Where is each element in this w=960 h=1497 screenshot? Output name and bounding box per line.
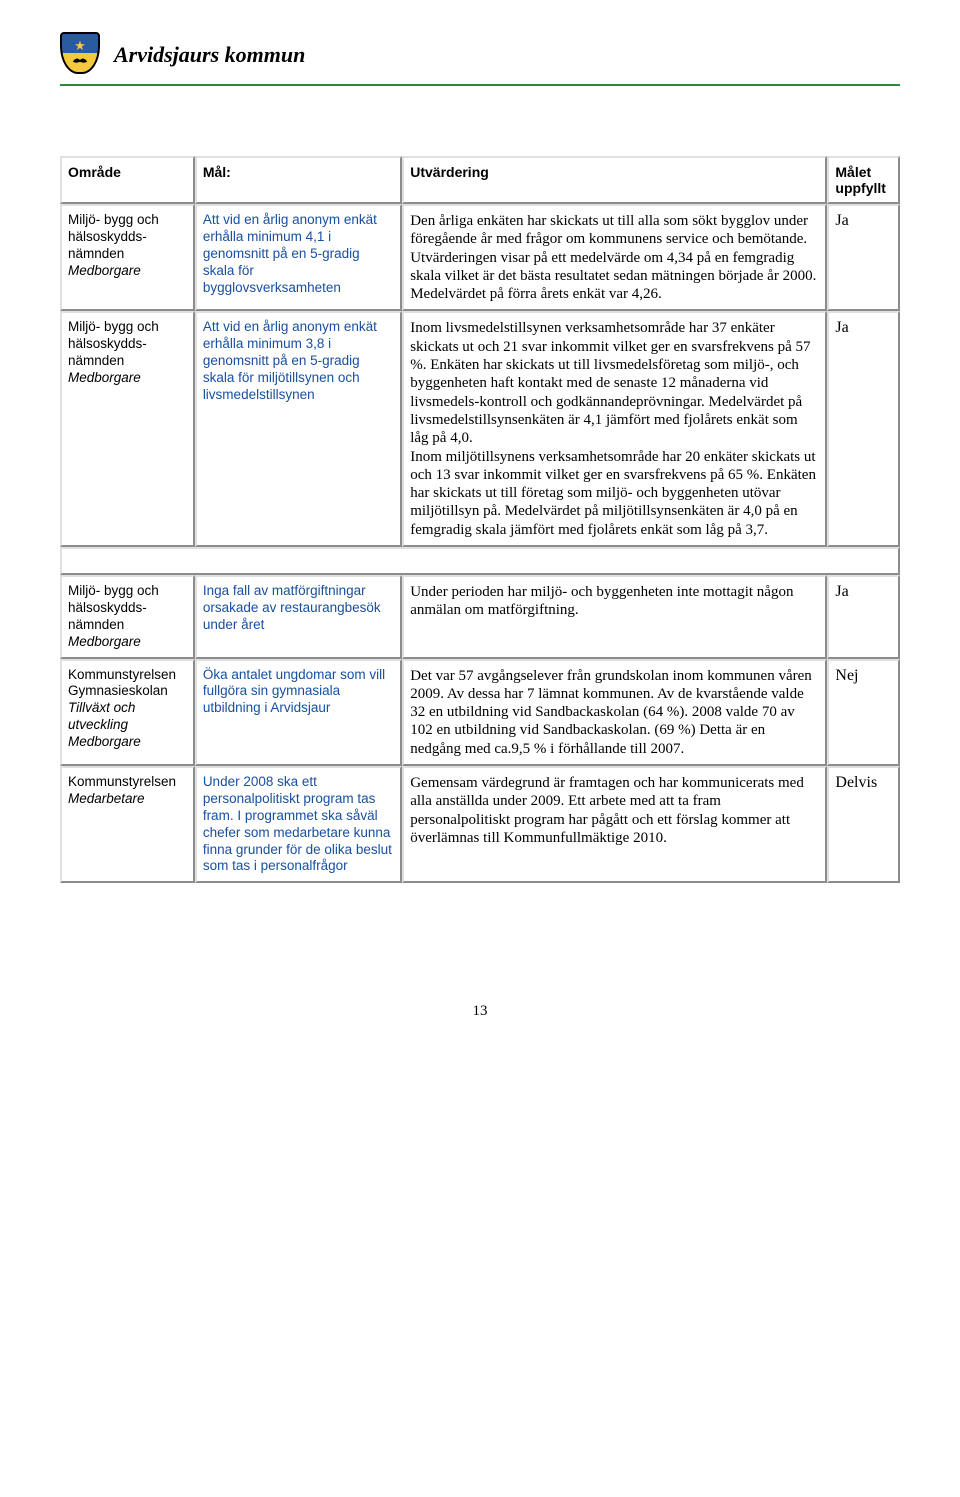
area-sub: Medborgare	[68, 370, 141, 385]
eval-cell: Det var 57 avgångselever från grundskola…	[402, 659, 827, 766]
table-row: Kommunstyrelsen Gymnasieskolan Tillväxt …	[60, 659, 900, 766]
area-main: Miljö- bygg och hälsoskydds-nämnden	[68, 319, 159, 368]
area-sub: Medborgare	[68, 263, 141, 278]
area-cell: Miljö- bygg och hälsoskydds-nämnden Medb…	[60, 204, 195, 311]
header-omrade: Område	[60, 156, 195, 204]
municipal-crest-icon: ★	[60, 32, 104, 78]
table-row: Kommunstyrelsen Medarbetare Under 2008 s…	[60, 766, 900, 883]
table-row: Miljö- bygg och hälsoskydds-nämnden Medb…	[60, 575, 900, 659]
table-row: Miljö- bygg och hälsoskydds-nämnden Medb…	[60, 311, 900, 547]
area-main: Kommunstyrelsen Gymnasieskolan	[68, 667, 176, 699]
eval-cell: Inom livsmedelstillsynen verksamhetsområ…	[402, 311, 827, 547]
eval-cell: Under perioden har miljö- och byggenhete…	[402, 575, 827, 659]
page-number: 13	[60, 1003, 900, 1020]
area-cell: Miljö- bygg och hälsoskydds-nämnden Medb…	[60, 311, 195, 547]
spacer-row	[60, 547, 900, 575]
eval-cell: Den årliga enkäten har skickats ut till …	[402, 204, 827, 311]
area-cell: Kommunstyrelsen Medarbetare	[60, 766, 195, 883]
area-sub: Medborgare	[68, 634, 141, 649]
area-sub: Tillväxt och utveckling Medborgare	[68, 700, 141, 749]
goal-cell: Att vid en årlig anonym enkät erhålla mi…	[195, 204, 402, 311]
area-main: Miljö- bygg och hälsoskydds-nämnden	[68, 583, 159, 632]
goal-cell: Under 2008 ska ett personalpolitiskt pro…	[195, 766, 402, 883]
evaluation-table: Område Mål: Utvärdering Målet uppfyllt M…	[60, 156, 900, 883]
result-cell: Ja	[827, 575, 900, 659]
result-cell: Nej	[827, 659, 900, 766]
header-uppfyllt: Målet uppfyllt	[827, 156, 900, 204]
goal-cell: Inga fall av matförgiftningar orsakade a…	[195, 575, 402, 659]
bird-icon	[71, 54, 89, 66]
table-header-row: Område Mål: Utvärdering Målet uppfyllt	[60, 156, 900, 204]
goal-cell: Att vid en årlig anonym enkät erhålla mi…	[195, 311, 402, 547]
org-name: Arvidsjaurs kommun	[114, 42, 305, 68]
area-cell: Kommunstyrelsen Gymnasieskolan Tillväxt …	[60, 659, 195, 766]
result-cell: Ja	[827, 204, 900, 311]
table-row: Miljö- bygg och hälsoskydds-nämnden Medb…	[60, 204, 900, 311]
page-header: ★ Arvidsjaurs kommun	[60, 32, 900, 78]
result-cell: Ja	[827, 311, 900, 547]
area-main: Kommunstyrelsen	[68, 774, 176, 789]
goal-cell: Öka antalet ungdomar som vill fullgöra s…	[195, 659, 402, 766]
header-mal: Mål:	[195, 156, 402, 204]
header-utv: Utvärdering	[402, 156, 827, 204]
area-sub: Medarbetare	[68, 791, 145, 806]
area-cell: Miljö- bygg och hälsoskydds-nämnden Medb…	[60, 575, 195, 659]
eval-cell: Gemensam värdegrund är framtagen och har…	[402, 766, 827, 883]
result-cell: Delvis	[827, 766, 900, 883]
area-main: Miljö- bygg och hälsoskydds-nämnden	[68, 212, 159, 261]
main-content: Område Mål: Utvärdering Målet uppfyllt M…	[60, 86, 900, 1020]
